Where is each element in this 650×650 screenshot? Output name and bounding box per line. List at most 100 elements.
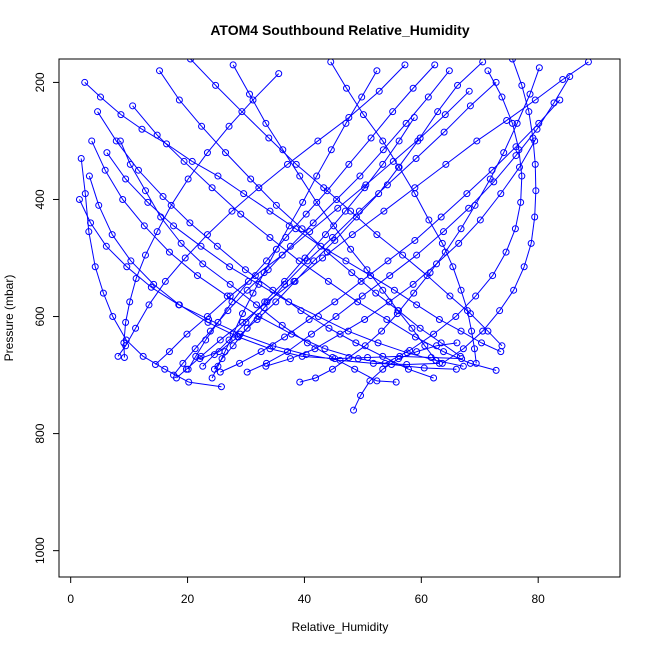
x-axis-label: Relative_Humidity xyxy=(292,620,389,634)
y-axis: 200 400 600 800 1000 xyxy=(33,72,60,564)
series-segment xyxy=(336,175,361,200)
data-point xyxy=(449,263,457,271)
series-segment xyxy=(268,137,297,165)
data-point xyxy=(122,318,130,326)
series-segment xyxy=(194,330,211,350)
series-segment xyxy=(170,178,189,206)
data-point xyxy=(527,239,535,247)
series-segment xyxy=(452,266,462,291)
series-14 xyxy=(103,149,467,370)
data-point xyxy=(395,355,403,363)
data-point xyxy=(440,348,448,356)
series-segment xyxy=(466,169,493,194)
data-point xyxy=(373,377,381,385)
series-segment xyxy=(287,333,312,353)
data-point xyxy=(198,122,206,130)
data-point xyxy=(413,348,421,356)
series-segment xyxy=(415,131,445,159)
series-segment xyxy=(382,355,409,370)
series-segment xyxy=(299,175,318,203)
data-point xyxy=(409,280,417,288)
series-segment xyxy=(334,216,357,241)
data-point xyxy=(411,184,419,192)
data-point xyxy=(345,354,353,362)
series-segment xyxy=(202,354,215,367)
data-point xyxy=(313,198,321,206)
data-point xyxy=(163,140,171,148)
series-segment xyxy=(166,143,193,162)
data-point xyxy=(238,310,246,318)
data-point xyxy=(379,146,387,154)
data-point xyxy=(77,155,85,163)
series-segment xyxy=(348,137,372,165)
series-segment xyxy=(397,310,413,329)
series-segment xyxy=(229,275,256,297)
series-segment xyxy=(357,301,388,320)
series-segment xyxy=(473,348,477,364)
series-segment xyxy=(359,149,384,177)
series-segment xyxy=(178,304,209,320)
series-segment xyxy=(433,316,457,335)
data-point xyxy=(236,330,244,338)
data-point xyxy=(366,377,374,385)
series-segment xyxy=(445,140,478,165)
series-segment xyxy=(340,359,374,364)
data-point xyxy=(272,201,280,209)
series-segment xyxy=(326,164,350,192)
series-segment xyxy=(370,111,394,139)
series-segment xyxy=(88,175,100,206)
data-point xyxy=(311,345,319,353)
series-11 xyxy=(327,59,480,367)
data-point xyxy=(126,298,134,306)
series-segment xyxy=(256,301,277,320)
data-point xyxy=(134,166,142,174)
data-point xyxy=(497,190,505,198)
series-segment xyxy=(460,205,476,229)
series-segment xyxy=(227,295,260,317)
data-point xyxy=(216,336,224,344)
data-point xyxy=(138,125,146,133)
data-point xyxy=(489,272,497,280)
data-point xyxy=(325,324,333,332)
series-segment xyxy=(470,313,489,332)
data-point xyxy=(129,102,137,110)
series-segment xyxy=(111,234,132,262)
data-point xyxy=(327,146,335,154)
series-segment xyxy=(164,257,186,282)
data-point xyxy=(229,342,237,350)
data-point xyxy=(145,301,153,309)
series-segment xyxy=(304,234,326,259)
series-segment xyxy=(258,316,292,335)
series-segment xyxy=(414,163,447,189)
series-segment xyxy=(416,304,440,320)
data-point xyxy=(510,286,518,294)
series-segment xyxy=(173,225,202,247)
data-point xyxy=(466,310,474,318)
data-point xyxy=(375,190,383,198)
series-segment xyxy=(247,260,267,282)
data-point xyxy=(535,64,543,72)
series-segment xyxy=(266,281,295,303)
series-segment xyxy=(148,281,166,306)
series-segment xyxy=(487,70,503,98)
data-point xyxy=(192,352,200,360)
series-segment xyxy=(416,231,444,256)
series-segment xyxy=(345,260,371,276)
data-point xyxy=(399,251,407,259)
series-10 xyxy=(85,172,466,363)
data-point xyxy=(359,111,367,119)
data-point xyxy=(255,313,263,321)
series-segment xyxy=(440,193,468,218)
series-segment xyxy=(243,193,271,212)
series-segment xyxy=(142,355,166,370)
data-point xyxy=(321,231,329,239)
data-point xyxy=(472,292,480,300)
series-segment xyxy=(513,266,525,291)
series-segment xyxy=(411,327,426,347)
data-point xyxy=(492,366,500,374)
data-point xyxy=(525,108,533,116)
series-segment xyxy=(378,166,399,194)
data-point xyxy=(484,327,492,335)
series-segment xyxy=(322,234,353,259)
series-segment xyxy=(392,87,414,113)
